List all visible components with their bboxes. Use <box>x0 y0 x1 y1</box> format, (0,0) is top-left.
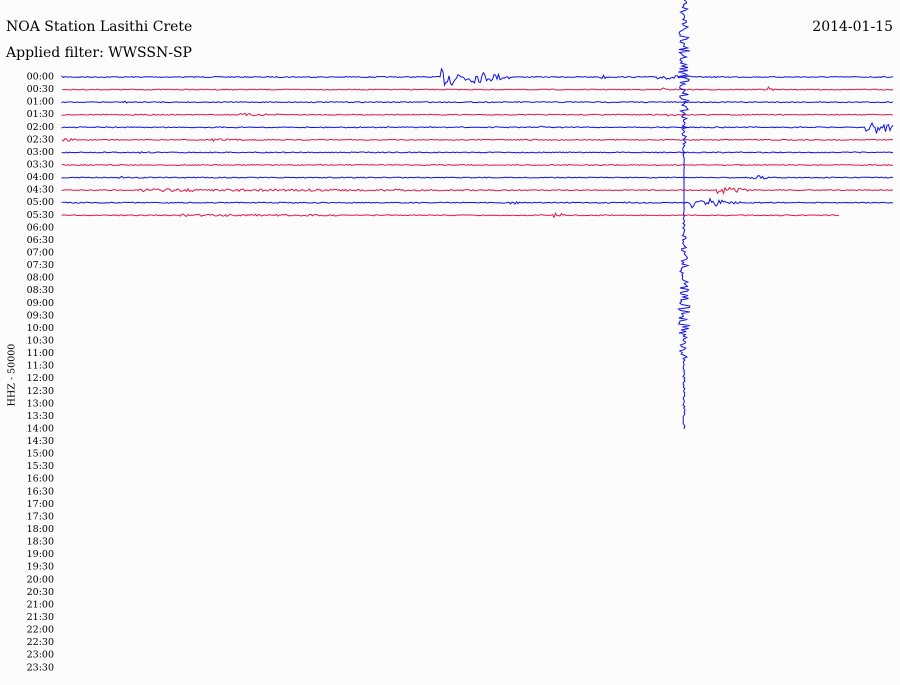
trace <box>61 163 894 167</box>
time-label: 15:00 <box>27 449 54 460</box>
time-label: 09:00 <box>27 298 54 309</box>
time-label: 03:00 <box>27 147 54 158</box>
time-label: 15:30 <box>27 461 54 472</box>
time-label: 11:00 <box>27 348 54 359</box>
time-label: 18:00 <box>27 524 54 535</box>
time-label: 18:30 <box>27 537 54 548</box>
trace <box>61 175 894 180</box>
time-label: 09:30 <box>27 310 54 321</box>
time-label: 00:30 <box>27 84 54 95</box>
time-label: 21:30 <box>27 612 54 623</box>
trace <box>61 86 894 92</box>
time-label: 02:00 <box>27 122 54 133</box>
time-label: 23:30 <box>27 662 54 673</box>
trace <box>61 67 894 87</box>
time-label: 12:30 <box>27 386 54 397</box>
time-label: 04:00 <box>27 172 54 183</box>
time-label: 23:00 <box>27 650 54 661</box>
event-trace <box>677 0 691 430</box>
time-label: 11:30 <box>27 361 54 372</box>
time-label: 10:30 <box>27 335 54 346</box>
time-label: 05:30 <box>27 210 54 221</box>
date: 2014-01-15 <box>812 19 893 35</box>
time-label: 16:30 <box>27 486 54 497</box>
time-label: 17:00 <box>27 499 54 510</box>
time-label: 01:30 <box>27 109 54 120</box>
trace <box>61 151 894 155</box>
time-label: 07:30 <box>27 260 54 271</box>
time-label: 08:30 <box>27 285 54 296</box>
time-label: 00:00 <box>27 72 54 83</box>
axis-label: HHZ - 50000 <box>7 344 18 407</box>
time-label: 22:30 <box>27 637 54 648</box>
time-label: 14:00 <box>27 423 54 434</box>
time-label: 19:30 <box>27 562 54 573</box>
time-label: 12:00 <box>27 373 54 384</box>
time-label: 06:00 <box>27 222 54 233</box>
time-label: 03:30 <box>27 159 54 170</box>
time-label: 20:00 <box>27 574 54 585</box>
time-label: 05:00 <box>27 197 54 208</box>
time-label: 17:30 <box>27 511 54 522</box>
traces <box>61 0 894 430</box>
time-label: 20:30 <box>27 587 54 598</box>
time-label: 01:00 <box>27 97 54 108</box>
filter-label: Applied filter: WWSSN-SP <box>5 45 192 61</box>
time-label: 10:00 <box>27 323 54 334</box>
trace <box>61 197 894 209</box>
time-label: 07:00 <box>27 247 54 258</box>
time-label: 16:00 <box>27 474 54 485</box>
trace <box>61 112 894 117</box>
time-label: 21:00 <box>27 599 54 610</box>
trace <box>61 100 894 104</box>
trace <box>61 186 894 196</box>
station-title: NOA Station Lasithi Crete <box>6 19 192 35</box>
time-label: 08:00 <box>27 273 54 284</box>
trace <box>61 212 840 219</box>
time-label: 02:30 <box>27 134 54 145</box>
time-label: 13:30 <box>27 411 54 422</box>
time-label: 22:00 <box>27 625 54 636</box>
time-label: 13:00 <box>27 398 54 409</box>
time-label: 19:00 <box>27 549 54 560</box>
time-label: 06:30 <box>27 235 54 246</box>
time-label: 04:30 <box>27 185 54 196</box>
time-label: 14:30 <box>27 436 54 447</box>
trace <box>61 121 894 134</box>
trace <box>61 137 894 143</box>
